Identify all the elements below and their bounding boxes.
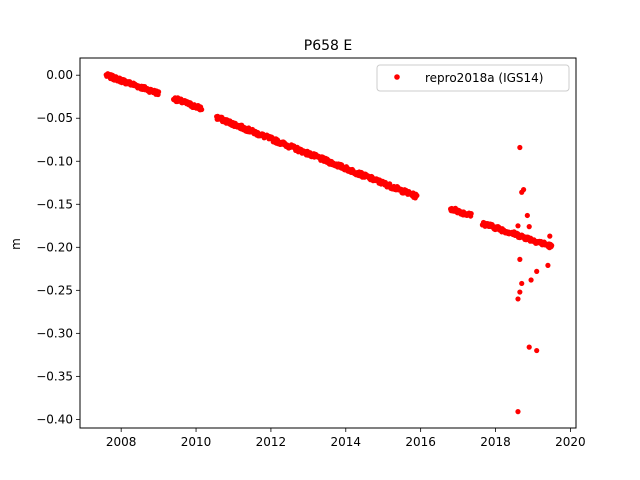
data-point [515, 223, 521, 229]
x-tick-label: 2016 [405, 435, 436, 449]
data-point [547, 233, 553, 239]
y-tick-label: −0.40 [36, 412, 73, 426]
x-tick-label: 2018 [480, 435, 511, 449]
y-axis-label: m [9, 238, 23, 250]
data-point [528, 277, 534, 283]
x-tick-label: 2012 [256, 435, 287, 449]
y-tick-label: 0.00 [46, 68, 73, 82]
y-tick-label: −0.10 [36, 154, 73, 168]
legend: repro2018a (IGS14) [376, 64, 570, 92]
points-layer [103, 71, 555, 415]
data-point [517, 289, 523, 295]
legend-marker [394, 74, 400, 80]
data-point [534, 268, 540, 274]
data-point [524, 212, 530, 219]
data-point [515, 296, 521, 302]
chart-title: P658 E [304, 38, 352, 54]
data-point [526, 344, 532, 350]
data-point [517, 144, 523, 151]
x-tick-label: 2014 [331, 435, 362, 449]
y-tick-label: −0.15 [36, 197, 73, 211]
data-point [545, 262, 551, 268]
data-point [156, 89, 162, 95]
x-tick-label: 2010 [181, 435, 212, 449]
plot-area: 2008 2010 2012 2014 2016 2018 2020 0.00 −0.05 −0… [36, 57, 586, 449]
y-tick-label: −0.05 [36, 111, 73, 125]
data-point [515, 409, 521, 415]
y-tick-label: −0.25 [36, 283, 73, 297]
data-point [517, 256, 523, 262]
data-point [549, 242, 555, 249]
data-point [468, 210, 474, 217]
data-point [519, 280, 525, 287]
legend-box [376, 64, 570, 92]
data-point [526, 224, 532, 230]
y-tick-label: −0.35 [36, 369, 73, 383]
y-axis-ticks: 0.00 −0.05 −0.10 −0.15 −0.20 −0.25 −0.30 −0.35 −… [36, 68, 80, 426]
y-tick-label: −0.30 [36, 326, 73, 340]
legend-label: repro2018a (IGS14) [425, 71, 543, 85]
data-point [199, 106, 205, 113]
data-point [534, 347, 540, 354]
x-tick-label: 2008 [106, 435, 137, 449]
x-axis-ticks: 2008 2010 2012 2014 2016 2018 2020 [106, 428, 586, 449]
y-tick-label: −0.20 [36, 240, 73, 254]
x-tick-label: 2020 [555, 435, 586, 449]
axes-frame [79, 57, 577, 429]
data-point [414, 192, 420, 199]
data-point [519, 189, 525, 195]
